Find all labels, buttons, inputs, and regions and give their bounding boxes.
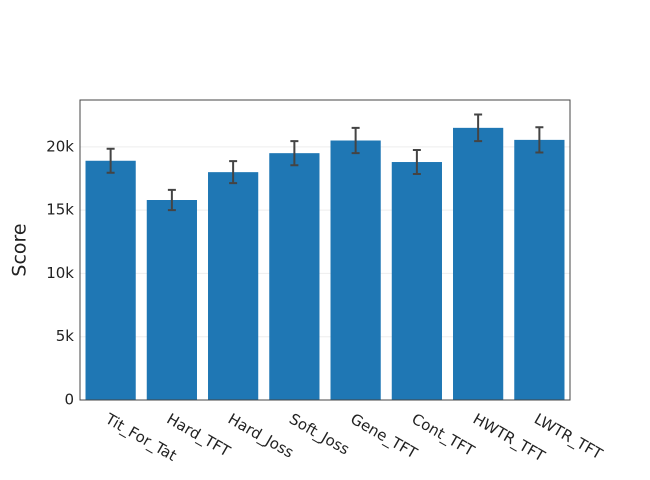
bar	[514, 139, 565, 400]
error-bar	[474, 113, 483, 143]
bar	[453, 127, 504, 401]
y-tick-label: 5k	[56, 327, 75, 345]
error-bar	[167, 188, 176, 212]
y-tick-label: 20k	[46, 137, 74, 155]
error-bar	[412, 149, 421, 176]
bar	[85, 160, 136, 400]
y-tick-label: 10k	[46, 264, 74, 282]
bar	[146, 200, 197, 400]
bar	[269, 153, 320, 400]
error-bar	[290, 140, 299, 167]
plot-frame	[79, 99, 571, 401]
y-axis-label: Score	[9, 223, 31, 276]
bar	[391, 162, 442, 400]
x-tick-label: Gene_TFT	[347, 410, 421, 464]
y-tick-label: 15k	[46, 201, 74, 219]
error-bar	[351, 126, 360, 155]
x-tick-label: Hard_Joss	[224, 410, 297, 463]
y-tick-label: 0	[64, 391, 74, 409]
bar	[330, 140, 381, 400]
bar	[208, 172, 259, 400]
x-tick-label: Soft_Joss	[286, 410, 353, 460]
error-bar	[535, 126, 544, 154]
x-tick-label: Cont_TFT	[408, 410, 478, 461]
error-bar	[106, 147, 115, 174]
error-bar	[229, 160, 238, 185]
